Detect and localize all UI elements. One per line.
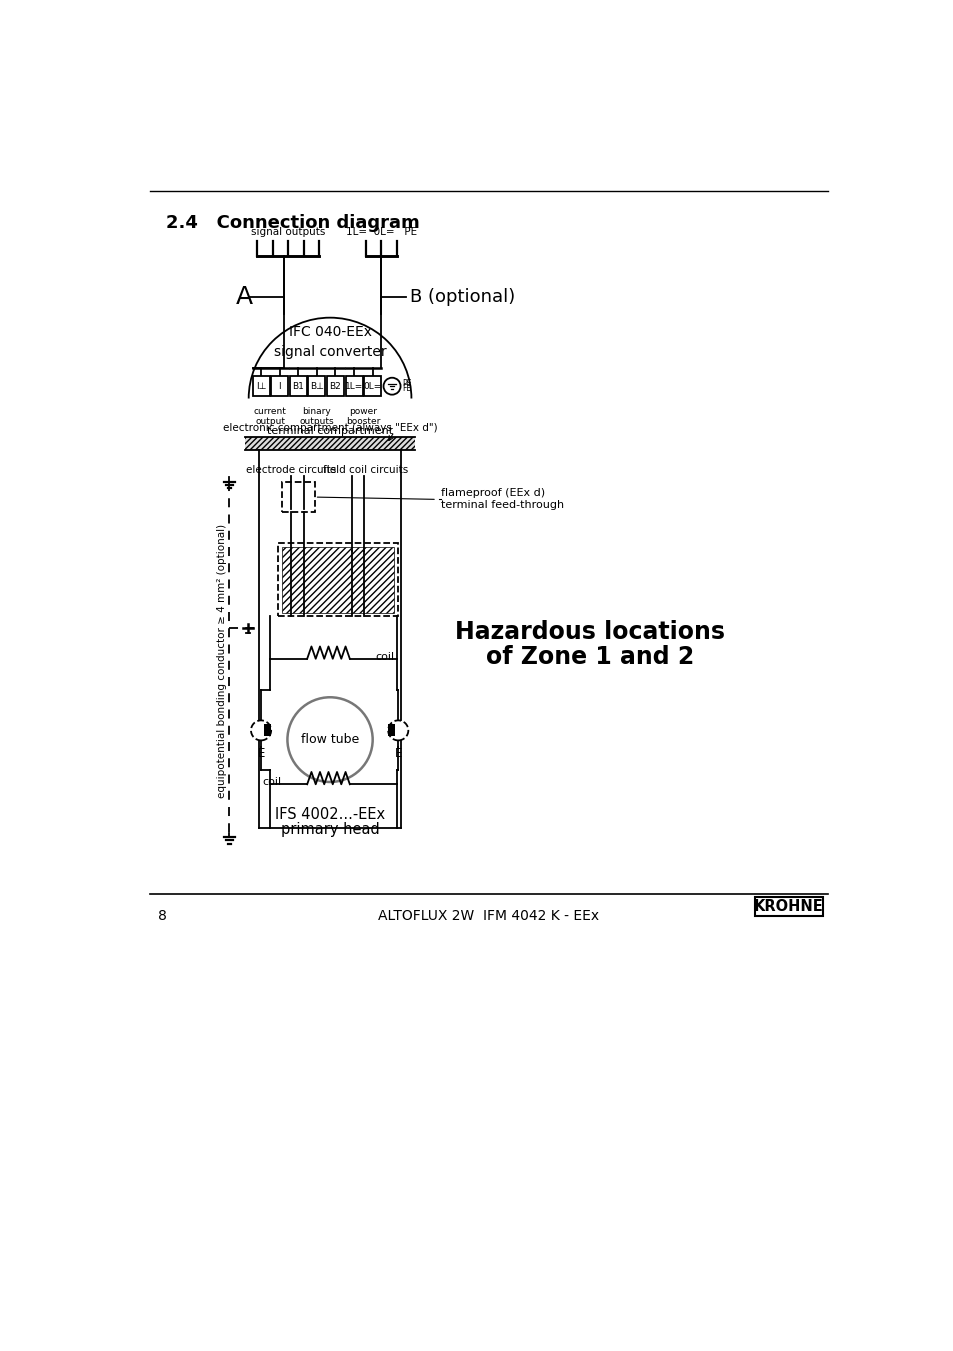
Text: I: I <box>278 382 281 390</box>
Text: electronic compartment (always "EEx d"): electronic compartment (always "EEx d") <box>222 423 436 434</box>
Text: E: E <box>257 747 265 761</box>
Bar <box>271 376 288 396</box>
Text: flow tube: flow tube <box>300 734 358 746</box>
Text: of Zone 1 and 2: of Zone 1 and 2 <box>486 644 694 669</box>
Circle shape <box>251 720 271 740</box>
Text: signal converter: signal converter <box>274 346 386 359</box>
Text: Hazardous locations: Hazardous locations <box>455 620 724 644</box>
Bar <box>253 376 270 396</box>
Text: A: A <box>235 285 253 309</box>
Text: 8: 8 <box>158 909 167 923</box>
Bar <box>327 376 344 396</box>
Bar <box>308 376 325 396</box>
Text: KROHNE: KROHNE <box>753 900 822 915</box>
Bar <box>282 482 314 512</box>
Text: power
booster: power booster <box>346 407 380 427</box>
Text: 2.4   Connection diagram: 2.4 Connection diagram <box>166 215 419 232</box>
Text: ALTOFLUX 2W  IFM 4042 K - EEx: ALTOFLUX 2W IFM 4042 K - EEx <box>378 909 598 923</box>
Bar <box>290 376 307 396</box>
Text: electrode circuits: electrode circuits <box>246 465 336 474</box>
Text: signal outputs: signal outputs <box>251 227 325 236</box>
Text: 0L=: 0L= <box>363 382 381 390</box>
Text: flameproof (EEx d): flameproof (EEx d) <box>440 488 544 499</box>
Text: B1: B1 <box>292 382 304 390</box>
Text: B2: B2 <box>329 382 341 390</box>
Text: primary head: primary head <box>280 821 379 838</box>
Bar <box>345 376 362 396</box>
Text: binary
outputs: binary outputs <box>299 407 334 427</box>
Bar <box>278 543 397 616</box>
Circle shape <box>287 697 373 782</box>
Text: equipotential bonding conductor ≥ 4 mm² (optional): equipotential bonding conductor ≥ 4 mm² … <box>216 524 226 798</box>
Text: PE: PE <box>402 380 411 388</box>
Text: B⊥: B⊥ <box>310 382 323 390</box>
Bar <box>245 436 415 450</box>
Circle shape <box>388 720 408 740</box>
Text: 1L=: 1L= <box>345 382 363 390</box>
Text: FE: FE <box>402 384 411 393</box>
Text: terminal feed-through: terminal feed-through <box>440 500 563 509</box>
Bar <box>364 376 381 396</box>
Text: E: E <box>395 747 401 761</box>
Text: 1L=  0L=   PE: 1L= 0L= PE <box>345 227 416 236</box>
Text: current
output: current output <box>253 407 287 427</box>
Text: coil: coil <box>375 651 394 662</box>
Bar <box>388 724 395 736</box>
Text: I⊥: I⊥ <box>255 382 266 390</box>
Text: IFS 4002...-EEx: IFS 4002...-EEx <box>274 808 385 823</box>
Text: IFC 040-EEx: IFC 040-EEx <box>288 324 371 339</box>
Text: coil: coil <box>262 777 281 788</box>
Circle shape <box>383 378 400 394</box>
Text: terminal compartment: terminal compartment <box>267 426 393 436</box>
Bar <box>264 724 271 736</box>
Bar <box>754 897 822 916</box>
Text: field coil circuits: field coil circuits <box>323 465 408 474</box>
Bar <box>282 547 394 612</box>
Text: B (optional): B (optional) <box>410 288 515 305</box>
